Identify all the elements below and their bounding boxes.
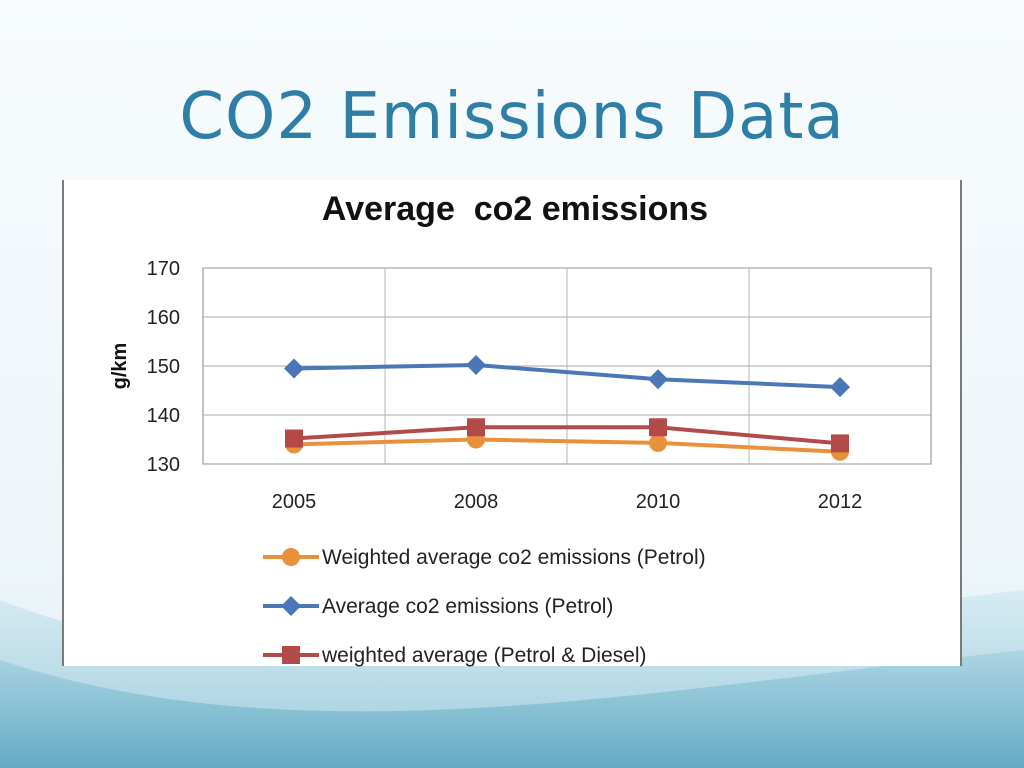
series-line [293,425,841,446]
data-point-diamond [466,355,486,376]
legend-label: Average co2 emissions (Petrol) [322,595,613,618]
legend-label: weighted average (Petrol & Diesel) [321,644,647,667]
data-point-square [831,434,849,453]
data-point-diamond [281,596,301,616]
data-point-square [649,418,667,437]
x-axis-ticks: 2005 2008 2010 2012 [272,491,863,513]
y-tick-label: 160 [147,307,180,329]
y-tick-label: 140 [147,405,180,427]
legend-item: Weighted average co2 emissions (Petrol) [263,546,706,569]
data-point-circle [649,433,667,452]
data-point-circle [282,548,300,566]
slide-title: CO2 Emissions Data [179,80,845,154]
x-tick-label: 2005 [272,491,317,513]
wave-decoration-dark [0,650,1024,768]
series-line [293,437,841,454]
x-tick-label: 2010 [636,491,681,513]
y-tick-label: 130 [147,454,180,476]
chart-title: Average co2 emissions [322,190,708,228]
data-point-square [285,429,303,448]
y-tick-label: 150 [147,356,180,378]
series-2 [284,355,850,398]
chart-legend: Weighted average co2 emissions (Petrol) A… [263,546,706,667]
y-axis-ticks: 130 140 150 160 170 [147,258,180,476]
y-axis-label: g/km [109,343,131,390]
legend-label: Weighted average co2 emissions (Petrol) [322,546,706,569]
data-point-square [467,418,485,437]
legend-item: weighted average (Petrol & Diesel) [263,644,647,667]
data-point-diamond [284,358,304,379]
x-tick-label: 2012 [818,491,863,513]
data-point-diamond [830,377,850,398]
legend-item: Average co2 emissions (Petrol) [263,595,613,618]
x-tick-label: 2008 [454,491,499,513]
data-point-diamond [648,369,668,390]
series-line [293,363,841,390]
chart-gridlines [202,267,932,465]
data-point-square [282,646,300,664]
chart-series [284,355,850,461]
y-tick-label: 170 [147,258,180,280]
series-3 [285,418,849,453]
